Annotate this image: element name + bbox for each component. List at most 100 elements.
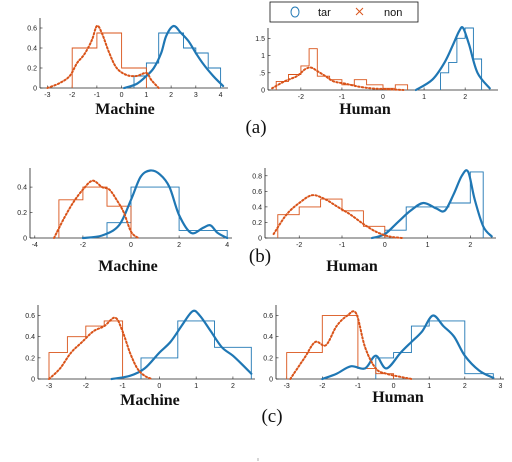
panel-label-a: (a) xyxy=(245,117,266,138)
legend-tar-label: tar xyxy=(318,7,331,19)
legend-non-label: non xyxy=(384,7,402,19)
panel-label-c: (c) xyxy=(261,406,282,427)
chart-a-human: -2 -1 0 1 2 0 .5 1 1.5 Human xyxy=(255,26,498,118)
chart-a-machine-density-non xyxy=(46,24,160,89)
chart-a-human-xlabel: Human xyxy=(339,101,391,118)
chart-a-machine-xtick-label: 1 xyxy=(144,92,148,99)
chart-c-machine-density-non xyxy=(48,316,153,380)
chart-c-machine-xtick-label: 0 xyxy=(157,383,161,390)
chart-b-human-ytick-label: 0 xyxy=(258,236,262,243)
chart-a-human-ytick-label: 1 xyxy=(261,53,265,60)
chart-b-human-xlabel: Human xyxy=(326,258,378,275)
chart-c-human-xtick-label: -1 xyxy=(355,383,361,390)
chart-c-human: -3 -2 -1 0 1 2 3 0 0.2 0.4 0.6 Human xyxy=(263,305,504,406)
chart-a-machine-hist-tar xyxy=(133,32,222,88)
chart-b-human-density-non xyxy=(272,194,403,239)
chart-b-machine-hist-tar xyxy=(106,186,228,238)
chart-b-human-ytick-label: 0.6 xyxy=(252,189,262,196)
chart-b-human: -2 -1 0 1 2 0 0.2 0.4 0.6 0.8 Human xyxy=(252,168,496,275)
chart-b-machine-xtick-label: 4 xyxy=(225,242,229,249)
chart-a-machine-ytick-label: 0 xyxy=(33,86,37,93)
chart-c-machine-hist-tar xyxy=(140,320,252,379)
legend: tar non xyxy=(269,1,419,23)
chart-b-machine: -4 -2 0 2 4 0 0.2 0.4 Machine xyxy=(17,168,232,275)
chart-a-machine-hist-non xyxy=(71,32,147,88)
chart-c-machine-xtick-label: -1 xyxy=(119,383,125,390)
chart-a-machine-xtick-label: 4 xyxy=(219,92,223,99)
chart-b-human-ytick-label: 0.4 xyxy=(252,204,262,211)
chart-b-machine-hist-non xyxy=(58,186,132,238)
chart-c-machine: -3 -2 -1 0 1 2 0 0.2 0.4 0.6 Machine xyxy=(25,305,255,409)
chart-a-human-ytick-label: 1.5 xyxy=(255,36,265,43)
chart-a-machine-ytick-label: 0.6 xyxy=(27,26,37,33)
chart-c-machine-xtick-label: -3 xyxy=(46,383,52,390)
chart-c-machine-ytick-label: 0.4 xyxy=(25,334,35,341)
chart-a-human-xtick-label: -1 xyxy=(339,94,345,101)
chart-a-human-density-tar xyxy=(414,26,491,92)
chart-c-human-xlabel: Human xyxy=(372,389,424,406)
chart-a-human-ytick-label: .5 xyxy=(259,70,265,77)
legend-tar-marker-icon xyxy=(290,6,300,18)
chart-a-machine-density-tar xyxy=(123,24,225,90)
legend-frame xyxy=(269,1,419,23)
panel-label-b: (b) xyxy=(249,246,271,267)
chart-b-machine-ytick-label: 0.4 xyxy=(17,185,27,192)
chart-a-human-xtick-label: 0 xyxy=(381,94,385,101)
chart-b-machine-xtick-label: 2 xyxy=(177,242,181,249)
chart-b-machine-xtick-label: -2 xyxy=(80,242,86,249)
chart-c-human-ytick-label: 0.4 xyxy=(263,334,273,341)
chart-c-machine-ytick-label: 0.6 xyxy=(25,313,35,320)
chart-b-human-xtick-label: -2 xyxy=(296,242,302,249)
chart-b-human-xtick-label: 2 xyxy=(468,242,472,249)
chart-a-human-xtick-label: -2 xyxy=(298,94,304,101)
chart-a-machine-xtick-label: 0 xyxy=(120,92,124,99)
chart-c-human-ytick-label: 0 xyxy=(269,377,273,384)
chart-c-human-ytick-label: 0.2 xyxy=(263,355,273,362)
chart-b-machine-density-non xyxy=(53,179,140,239)
chart-b-human-xtick-label: 0 xyxy=(383,242,387,249)
chart-a-machine: -3 -2 -1 0 1 2 3 4 0 0.2 0.4 0.6 Machine xyxy=(27,18,228,118)
chart-c-machine-xtick-label: 1 xyxy=(194,383,198,390)
chart-a-machine-xtick-label: -1 xyxy=(94,92,100,99)
chart-b-machine-ytick-label: 0 xyxy=(23,236,27,243)
chart-c-machine-hist-non xyxy=(48,320,124,379)
chart-b-human-hist-tar xyxy=(384,171,484,238)
chart-a-machine-xlabel: Machine xyxy=(95,101,155,118)
chart-c-human-density-non xyxy=(289,310,413,380)
chart-c-human-density-tar xyxy=(321,314,495,381)
chart-b-machine-xtick-label: 0 xyxy=(129,242,133,249)
chart-b-human-ytick-label: 0.2 xyxy=(252,220,262,227)
chart-b-machine-density-tar xyxy=(81,169,229,240)
chart-a-machine-ytick-label: 0.4 xyxy=(27,46,37,53)
chart-b-human-xtick-label: 1 xyxy=(426,242,430,249)
chart-c-machine-xlabel: Machine xyxy=(120,392,180,409)
chart-c-human-xtick-label: -2 xyxy=(319,383,325,390)
chart-c-human-xtick-label: -3 xyxy=(284,383,290,390)
chart-a-machine-ytick-label: 0.2 xyxy=(27,66,37,73)
chart-a-machine-xtick-label: 3 xyxy=(194,92,198,99)
legend-non-marker-icon xyxy=(355,7,364,16)
chart-b-human-xtick-label: -1 xyxy=(339,242,345,249)
chart-a-human-density-non xyxy=(271,66,405,91)
chart-c-machine-ytick-label: 0 xyxy=(31,377,35,384)
chart-c-machine-ytick-label: 0.2 xyxy=(25,355,35,362)
chart-c-human-ytick-label: 0.6 xyxy=(263,313,273,320)
chart-a-human-hist-tar xyxy=(440,27,483,90)
chart-b-machine-xlabel: Machine xyxy=(98,258,158,275)
chart-b-human-hist-non xyxy=(277,198,386,238)
chart-b-machine-ytick-label: 0.2 xyxy=(17,210,27,217)
chart-c-human-xtick-label: 2 xyxy=(463,383,467,390)
chart-a-machine-xtick-label: 2 xyxy=(169,92,173,99)
chart-c-machine-xtick-label: 2 xyxy=(231,383,235,390)
chart-b-human-ytick-label: 0.8 xyxy=(252,173,262,180)
chart-c-machine-density-tar xyxy=(110,309,253,381)
chart-c-human-hist-tar xyxy=(375,320,494,379)
chart-a-human-xtick-label: 1 xyxy=(422,94,426,101)
chart-a-machine-xtick-label: -3 xyxy=(44,92,50,99)
chart-b-human-density-tar xyxy=(370,169,493,240)
chart-a-machine-xtick-label: -2 xyxy=(69,92,75,99)
chart-c-human-xtick-label: 1 xyxy=(427,383,431,390)
chart-c-machine-xtick-label: -2 xyxy=(83,383,89,390)
chart-c-human-xtick-label: 3 xyxy=(498,383,502,390)
